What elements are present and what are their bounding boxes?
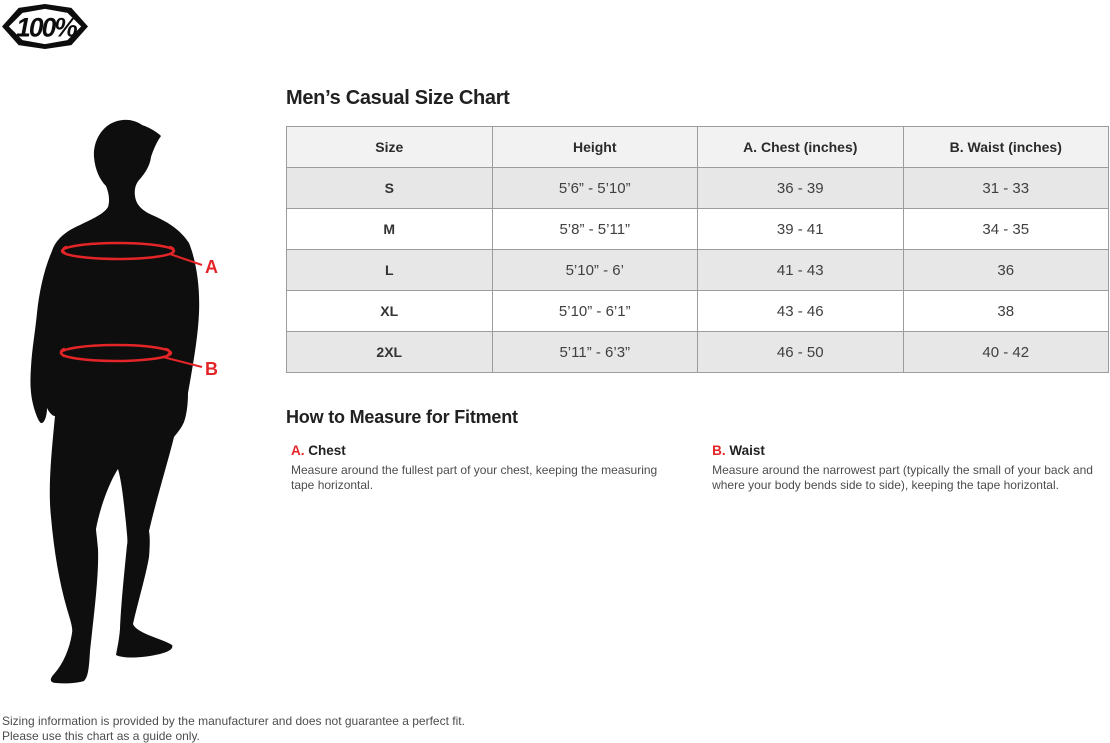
table-row: L 5’10” - 6’ 41 - 43 36 [287,250,1109,291]
cell-height: 5’10” - 6’1” [492,291,698,332]
measure-name-waist: Waist [729,443,765,458]
disclaimer-line-1: Sizing information is provided by the ma… [2,714,465,729]
body-measurement-figure: A B [28,115,228,693]
cell-waist: 38 [903,291,1109,332]
measure-instructions: A. Chest Measure around the fullest part… [286,443,1109,493]
cell-size: L [287,250,493,291]
size-chart-section: Men’s Casual Size Chart Size Height A. C… [286,86,1109,493]
cell-waist: 40 - 42 [903,332,1109,373]
measure-item-chest: A. Chest Measure around the fullest part… [291,443,712,493]
cell-waist: 36 [903,250,1109,291]
page-title: Men’s Casual Size Chart [286,86,1109,110]
cell-size: 2XL [287,332,493,373]
column-header-size: Size [287,127,493,168]
cell-chest: 46 - 50 [698,332,904,373]
table-row: S 5’6” - 5’10” 36 - 39 31 - 33 [287,168,1109,209]
brand-logo-text: 100% [16,12,77,42]
cell-size: XL [287,291,493,332]
cell-height: 5’11” - 6’3” [492,332,698,373]
cell-waist: 31 - 33 [903,168,1109,209]
male-silhouette-shape [30,120,199,684]
measure-letter-b: B. [712,443,726,458]
measure-name-chest: Chest [308,443,346,458]
column-header-waist: B. Waist (inches) [903,127,1109,168]
cell-height: 5’8” - 5’11” [492,209,698,250]
cell-chest: 43 - 46 [698,291,904,332]
cell-waist: 34 - 35 [903,209,1109,250]
brand-logo: 100% [2,3,88,50]
body-silhouette-illustration: A B [28,115,228,693]
cell-height: 5’10” - 6’ [492,250,698,291]
measure-letter-a: A. [291,443,305,458]
disclaimer-line-2: Please use this chart as a guide only. [2,729,465,743]
table-row: 2XL 5’11” - 6’3” 46 - 50 40 - 42 [287,332,1109,373]
table-header-row: Size Height A. Chest (inches) B. Waist (… [287,127,1109,168]
cell-size: S [287,168,493,209]
measure-item-chest-heading: A. Chest [291,443,662,459]
measure-section-title: How to Measure for Fitment [286,406,1109,428]
measure-description-chest: Measure around the fullest part of your … [291,463,662,493]
column-header-chest: A. Chest (inches) [698,127,904,168]
cell-height: 5’6” - 5’10” [492,168,698,209]
size-chart-table: Size Height A. Chest (inches) B. Waist (… [286,126,1109,373]
column-header-height: Height [492,127,698,168]
cell-chest: 41 - 43 [698,250,904,291]
chest-marker-label: A [205,257,218,277]
measure-item-waist: B. Waist Measure around the narrowest pa… [712,443,1109,493]
waist-marker-label: B [205,359,218,379]
table-row: M 5’8” - 5’11” 39 - 41 34 - 35 [287,209,1109,250]
sizing-disclaimer: Sizing information is provided by the ma… [2,714,465,743]
cell-chest: 39 - 41 [698,209,904,250]
cell-chest: 36 - 39 [698,168,904,209]
brand-logo-icon: 100% [2,3,88,50]
cell-size: M [287,209,493,250]
measure-item-waist-heading: B. Waist [712,443,1109,459]
table-row: XL 5’10” - 6’1” 43 - 46 38 [287,291,1109,332]
measure-description-waist: Measure around the narrowest part (typic… [712,463,1109,493]
